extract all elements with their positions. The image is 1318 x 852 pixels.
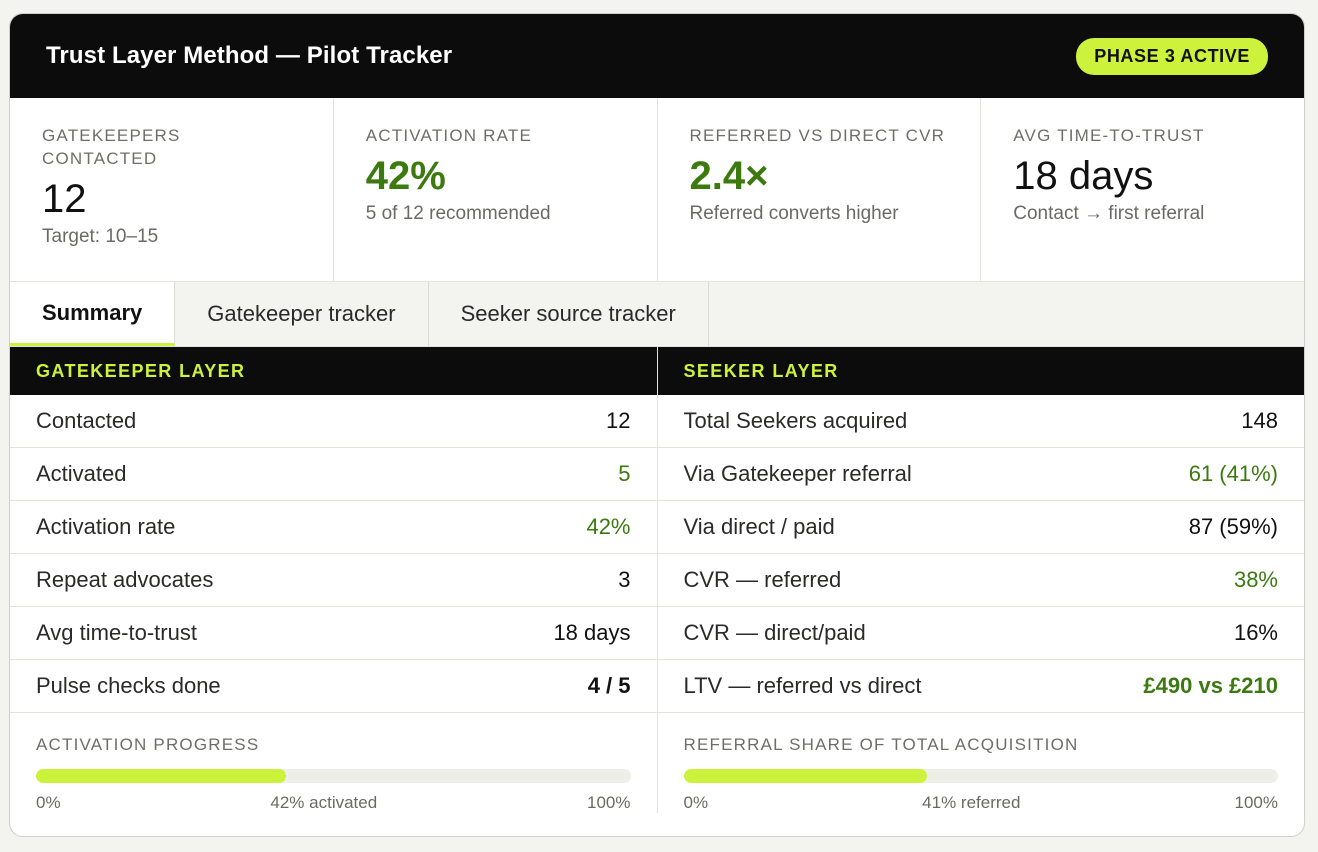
- progress-scale: 0% 42% activated 100%: [36, 793, 631, 813]
- row-value: £490 vs £210: [1143, 673, 1278, 698]
- table-row: Pulse checks done 4 / 5: [10, 660, 657, 713]
- kpi-label: AVG TIME-TO-TRUST: [1013, 126, 1205, 145]
- row-value: 12: [606, 408, 631, 433]
- kpi-label: ACTIVATION RATE: [365, 126, 533, 145]
- header: Trust Layer Method — Pilot Tracker PHASE…: [10, 14, 1304, 98]
- row-value: 16%: [1233, 620, 1278, 645]
- progress-label: REFERRAL SHARE OF TOTAL ACQUISITION: [683, 735, 1079, 754]
- table-row: Contacted 12: [10, 395, 657, 448]
- summary-panels: GATEKEEPER LAYER Contacted 12 Activated …: [10, 347, 1304, 813]
- kpi-subtext: Target: 10–15: [42, 226, 159, 247]
- progress-fill: [683, 769, 928, 783]
- kpi-avg-time-to-trust: AVG TIME-TO-TRUST 18 days Contact → firs…: [981, 98, 1304, 281]
- row-label: Avg time-to-trust: [36, 620, 197, 645]
- kpi-subtext: Referred converts higher: [689, 203, 899, 224]
- row-value: 3: [618, 567, 631, 592]
- page-title: Trust Layer Method — Pilot Tracker: [46, 42, 453, 69]
- row-value: 42%: [586, 514, 631, 539]
- row-value: 38%: [1233, 567, 1278, 592]
- table-row: Avg time-to-trust 18 days: [10, 607, 657, 660]
- referral-share-progress: REFERRAL SHARE OF TOTAL ACQUISITION 0% 4…: [658, 713, 1305, 813]
- kpi-strip: GATEKEEPERS CONTACTED 12 Target: 10–15 A…: [10, 98, 1304, 282]
- row-value: 87 (59%): [1188, 514, 1278, 539]
- row-label: Pulse checks done: [36, 673, 221, 698]
- progress-bar: [36, 769, 631, 783]
- activation-progress: ACTIVATION PROGRESS 0% 42% activated 100…: [10, 713, 657, 813]
- row-label: CVR — referred: [683, 567, 842, 592]
- progress-bar: [683, 769, 1278, 783]
- scale-mid: 42% activated: [270, 793, 378, 812]
- row-value: 4 / 5: [587, 673, 631, 698]
- row-label: Via direct / paid: [683, 514, 835, 539]
- row-value: 5: [618, 461, 631, 486]
- table-row: LTV — referred vs direct £490 vs £210: [657, 660, 1304, 713]
- table-row: Via direct / paid 87 (59%): [657, 501, 1304, 554]
- gatekeeper-layer-panel: GATEKEEPER LAYER Contacted 12 Activated …: [10, 347, 658, 813]
- kpi-label: REFERRED VS DIRECT CVR: [689, 126, 946, 145]
- row-label: Repeat advocates: [36, 567, 214, 592]
- kpi-referred-vs-direct-cvr: REFERRED VS DIRECT CVR 2.4× Referred con…: [658, 98, 982, 281]
- tab-summary[interactable]: Summary: [10, 282, 176, 346]
- progress-scale: 0% 41% referred 100%: [684, 793, 1279, 813]
- kpi-gatekeepers-contacted: GATEKEEPERS CONTACTED 12 Target: 10–15: [10, 98, 334, 281]
- table-row: CVR — direct/paid 16%: [657, 607, 1304, 660]
- progress-label: ACTIVATION PROGRESS: [36, 735, 260, 754]
- row-label: Activated: [36, 461, 127, 486]
- row-label: CVR — direct/paid: [683, 620, 866, 645]
- row-label: Via Gatekeeper referral: [683, 461, 912, 486]
- kpi-label: GATEKEEPERS CONTACTED: [42, 126, 181, 168]
- progress-fill: [36, 769, 286, 783]
- scale-max: 100%: [587, 793, 631, 812]
- kpi-value: 42%: [365, 154, 446, 198]
- table-row: Repeat advocates 3: [10, 554, 657, 607]
- row-label: Total Seekers acquired: [683, 408, 908, 433]
- row-value: 61 (41%): [1188, 461, 1278, 486]
- panel-heading: GATEKEEPER LAYER: [10, 347, 657, 395]
- row-label: Contacted: [36, 408, 137, 433]
- tab-bar: Summary Gatekeeper tracker Seeker source…: [10, 282, 1304, 347]
- tab-seeker-source-tracker[interactable]: Seeker source tracker: [429, 282, 709, 346]
- tab-gatekeeper-tracker[interactable]: Gatekeeper tracker: [175, 282, 429, 346]
- kpi-activation-rate: ACTIVATION RATE 42% 5 of 12 recommended: [334, 98, 658, 281]
- scale-min: 0%: [683, 793, 709, 812]
- row-value: 148: [1241, 408, 1278, 433]
- panel-heading: SEEKER LAYER: [657, 347, 1304, 395]
- scale-max: 100%: [1234, 793, 1278, 812]
- kpi-subtext: 5 of 12 recommended: [365, 203, 551, 224]
- table-row: Via Gatekeeper referral 61 (41%): [657, 448, 1304, 501]
- phase-status-badge: PHASE 3 ACTIVE: [1076, 37, 1268, 75]
- kpi-value: 12: [42, 177, 87, 221]
- row-label: Activation rate: [36, 514, 176, 539]
- pilot-tracker-card: Trust Layer Method — Pilot Tracker PHASE…: [9, 13, 1305, 837]
- kpi-value: 18 days: [1013, 154, 1154, 198]
- row-label: LTV — referred vs direct: [683, 673, 922, 698]
- table-row: Activated 5: [10, 448, 657, 501]
- scale-mid: 41% referred: [922, 793, 1021, 812]
- table-row: Total Seekers acquired 148: [657, 395, 1304, 448]
- seeker-layer-panel: SEEKER LAYER Total Seekers acquired 148 …: [657, 347, 1305, 813]
- table-row: CVR — referred 38%: [657, 554, 1304, 607]
- kpi-subtext: Contact → first referral: [1013, 203, 1205, 224]
- kpi-value: 2.4×: [689, 154, 769, 198]
- row-value: 18 days: [553, 620, 631, 645]
- scale-min: 0%: [36, 793, 61, 812]
- table-row: Activation rate 42%: [10, 501, 657, 554]
